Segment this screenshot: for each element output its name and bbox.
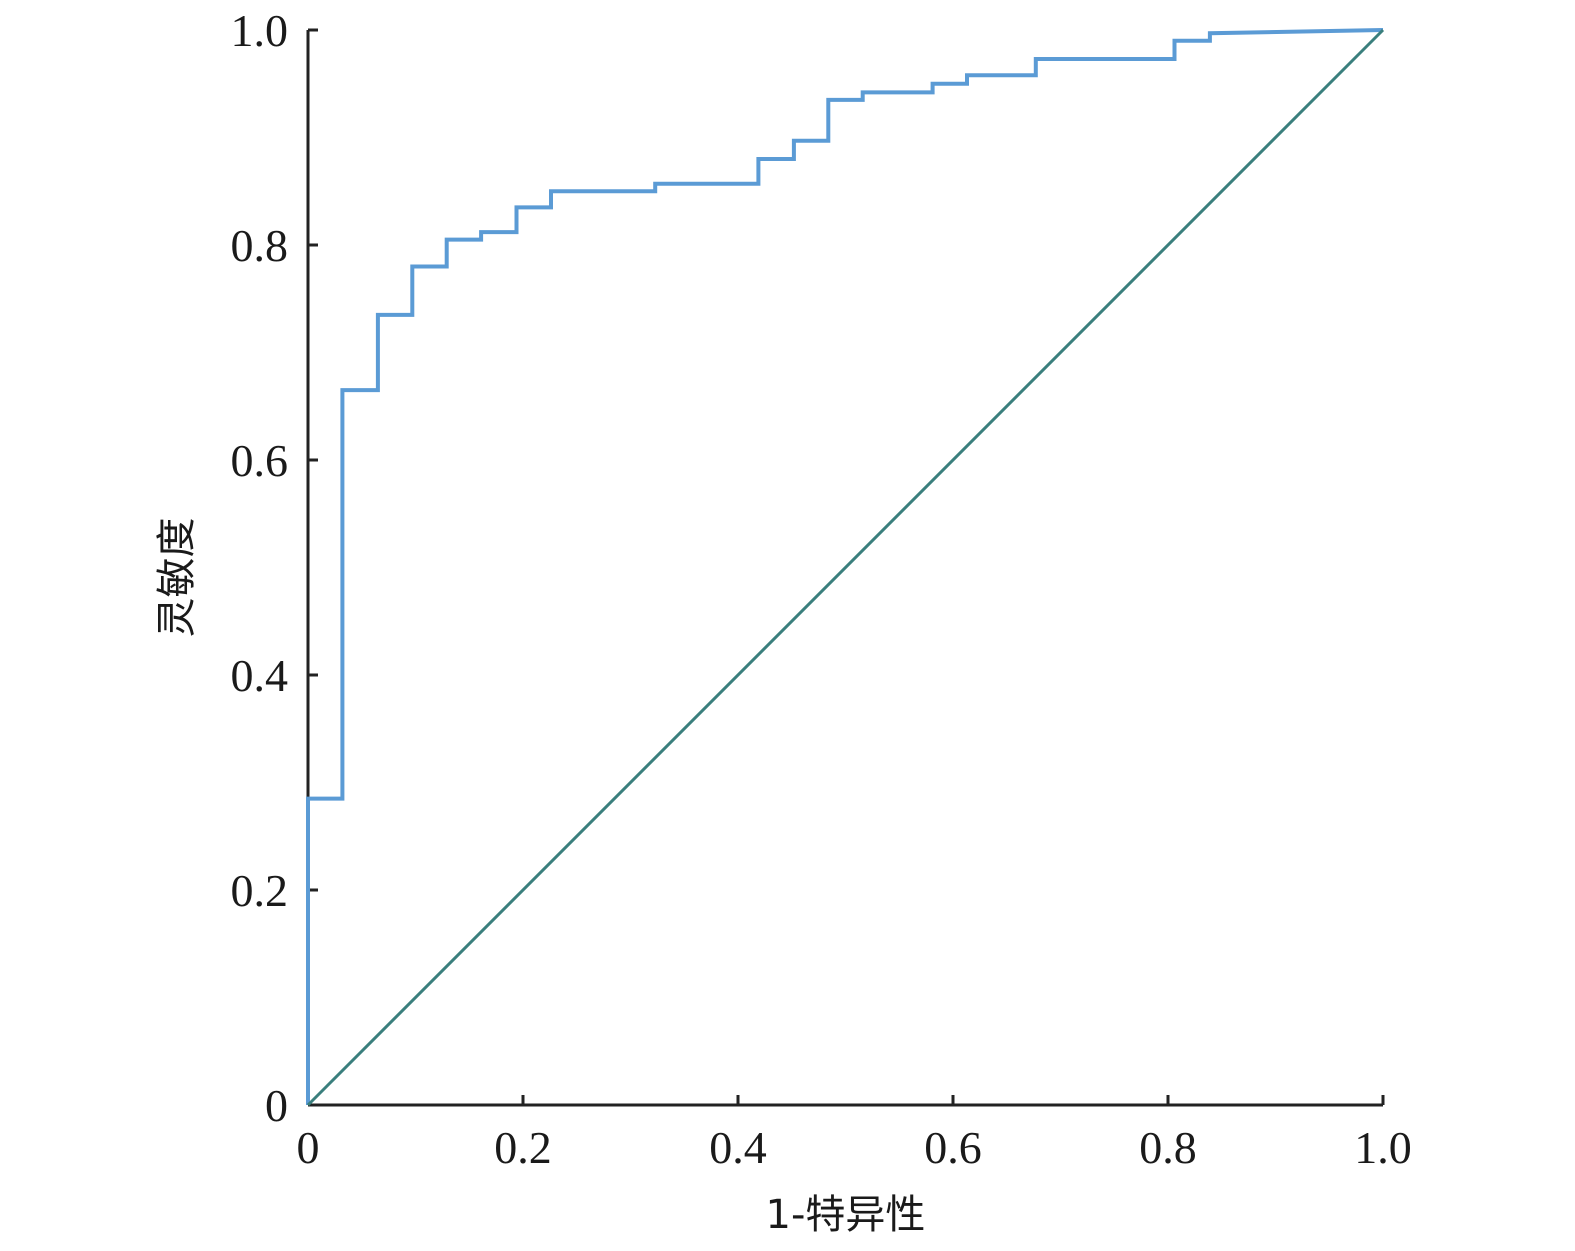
- series-layer: [306, 28, 1385, 1107]
- x-tick-label: 0.4: [709, 1122, 767, 1173]
- y-ticks: 0 0.2 0.4 0.6 0.8 1.0: [231, 5, 318, 1131]
- x-tick-label: 0: [297, 1122, 320, 1173]
- y-tick-label: 0.4: [231, 650, 289, 701]
- y-axis-title: 灵敏度: [154, 518, 200, 638]
- x-ticks: 0 0.2 0.4 0.6 0.8 1.0: [297, 1095, 1412, 1173]
- x-tick-label: 0.2: [494, 1122, 552, 1173]
- y-tick-label: 0.2: [231, 865, 289, 916]
- x-axis-title: 1-特异性: [766, 1192, 926, 1238]
- roc-curve-line: [306, 28, 1384, 1105]
- x-tick-label: 1.0: [1354, 1122, 1412, 1173]
- y-tick-label: 0.6: [231, 435, 289, 486]
- x-tick-label: 0.8: [1139, 1122, 1197, 1173]
- y-tick-label: 0.8: [231, 220, 289, 271]
- y-tick-label: 1.0: [231, 5, 289, 56]
- x-tick-label: 0.6: [924, 1122, 982, 1173]
- y-tick-label: 0: [265, 1080, 288, 1131]
- reference-diagonal-line: [306, 28, 1385, 1107]
